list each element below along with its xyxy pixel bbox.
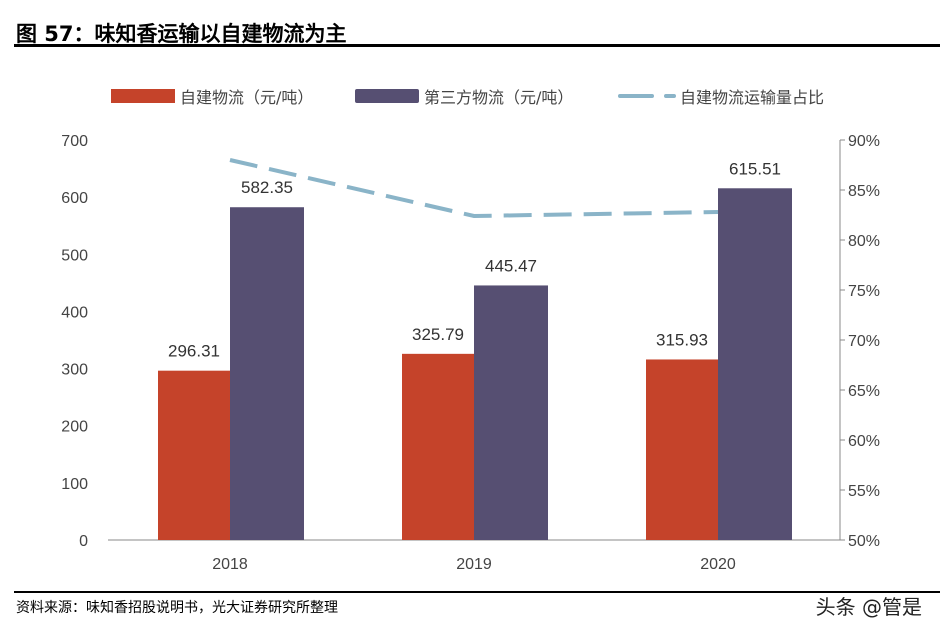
left-tick-label: 300 [61, 362, 88, 379]
left-tick-label: 100 [61, 476, 88, 493]
bar-third-party [474, 285, 548, 540]
x-tick-label: 2019 [456, 556, 492, 573]
data-label: 325.79 [412, 325, 464, 344]
left-tick-label: 400 [61, 304, 88, 321]
legend-swatch-self-built [111, 89, 175, 103]
right-tick-label: 80% [848, 233, 880, 250]
right-tick-label: 65% [848, 383, 880, 400]
left-tick-label: 600 [61, 190, 88, 207]
legend-label: 自建物流（元/吨） [180, 88, 313, 107]
right-tick-label: 75% [848, 283, 880, 300]
legend-label: 自建物流运输量占比 [680, 88, 824, 107]
right-tick-label: 60% [848, 433, 880, 450]
line-self-built-share [229, 158, 719, 219]
right-tick-label: 55% [848, 483, 880, 500]
bar-self-built [646, 359, 718, 540]
bar-self-built [402, 353, 474, 540]
right-tick-label: 90% [848, 133, 880, 150]
left-tick-label: 500 [61, 247, 88, 264]
right-tick-label: 50% [848, 533, 880, 550]
data-label: 315.93 [656, 330, 708, 349]
bar-self-built [158, 370, 230, 540]
legend-swatch-third-party [355, 89, 419, 103]
x-tick-label: 2018 [212, 556, 248, 573]
x-tick-label: 2020 [700, 556, 736, 573]
legend-label: 第三方物流（元/吨） [424, 88, 573, 107]
data-label: 445.47 [485, 256, 537, 275]
bar-third-party [718, 188, 792, 540]
data-label: 615.51 [729, 159, 781, 178]
top-rule [14, 44, 940, 47]
chart: 0 100 200 300 400 500 600 700 50% 55% 60% 65% 70% 75%… [61, 88, 880, 573]
left-tick-label: 200 [61, 419, 88, 436]
data-label: 582.35 [241, 178, 293, 197]
right-tick-label: 70% [848, 333, 880, 350]
right-tick-label: 85% [848, 183, 880, 200]
source-note: 资料来源：味知香招股说明书，光大证券研究所整理 [16, 600, 338, 616]
bottom-rule [14, 591, 940, 593]
watermark: 头条 @管是 [815, 595, 922, 619]
left-tick-label: 0 [79, 533, 88, 550]
bar-third-party [230, 207, 304, 540]
left-tick-label: 700 [61, 133, 88, 150]
figure-title: 图 57：味知香运输以自建物流为主 [16, 22, 347, 46]
data-label: 296.31 [168, 342, 220, 361]
